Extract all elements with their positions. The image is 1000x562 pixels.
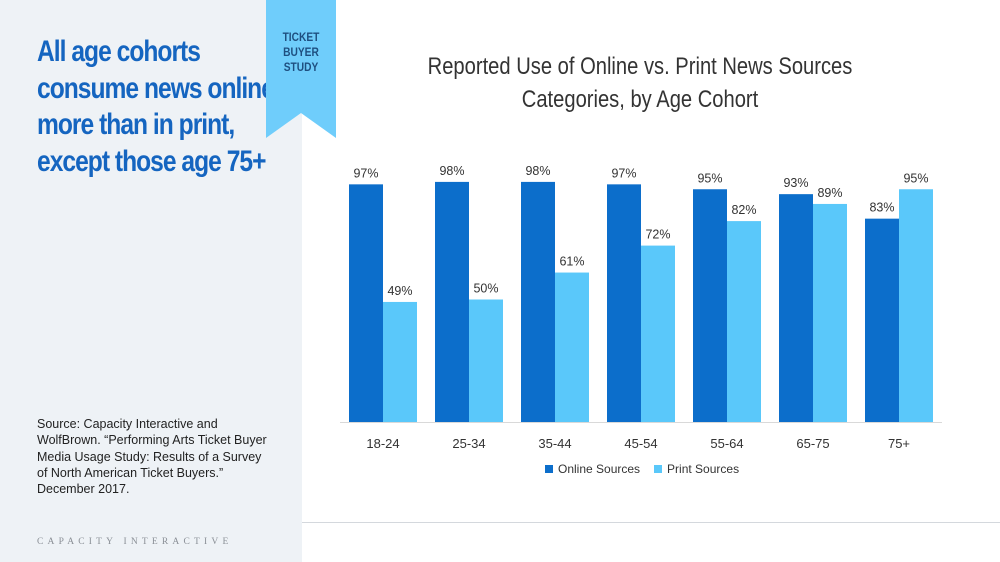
- data-label-online-45-54: 97%: [611, 166, 636, 180]
- data-label-online-18-24: 97%: [353, 166, 378, 180]
- x-tick-label-25-34: 25-34: [452, 436, 485, 451]
- ribbon-label: TICKET BUYER STUDY: [266, 30, 336, 75]
- chart-title: Reported Use of Online vs. Print News So…: [388, 50, 892, 116]
- legend-label-print: Print Sources: [667, 462, 740, 476]
- chart-legend: Online Sources Print Sources: [545, 462, 739, 476]
- bar-print-18-24: [383, 301, 417, 422]
- bar-print-35-44: [555, 272, 589, 422]
- bar-online-55-64: [693, 189, 727, 422]
- sidebar-panel: All age cohorts consume news online more…: [0, 0, 302, 562]
- data-label-print-18-24: 49%: [387, 284, 412, 298]
- data-label-online-35-44: 98%: [525, 164, 550, 178]
- source-citation: Source: Capacity Interactive and WolfBro…: [37, 417, 267, 497]
- bar-print-55-64: [727, 221, 761, 422]
- x-tick-label-75+: 75+: [888, 436, 910, 451]
- ribbon-line-2: BUYER: [283, 45, 319, 59]
- data-label-online-65-75: 93%: [783, 176, 808, 190]
- data-label-print-55-64: 82%: [731, 203, 756, 217]
- x-tick-label-65-75: 65-75: [796, 436, 829, 451]
- data-label-print-35-44: 61%: [559, 255, 584, 269]
- chart-title-line-2: Categories, by Age Cohort: [521, 86, 759, 113]
- bar-print-65-75: [813, 203, 847, 422]
- data-label-print-25-34: 50%: [473, 282, 498, 296]
- bar-online-45-54: [607, 184, 641, 422]
- x-tick-label-45-54: 45-54: [624, 436, 657, 451]
- ribbon-line-3: STUDY: [283, 60, 319, 74]
- x-tick-label-35-44: 35-44: [538, 436, 571, 451]
- bar-print-75+: [899, 189, 933, 422]
- bar-online-65-75: [779, 194, 813, 422]
- footer-divider: [302, 522, 1000, 523]
- ribbon-badge: [266, 0, 336, 138]
- bar-print-45-54: [641, 245, 675, 422]
- brand-name: CAPACITY INTERACTIVE: [37, 537, 233, 547]
- legend-label-online: Online Sources: [558, 462, 641, 476]
- data-label-online-55-64: 95%: [697, 171, 722, 185]
- bar-online-35-44: [521, 181, 555, 422]
- bar-online-18-24: [349, 184, 383, 422]
- data-label-print-45-54: 72%: [645, 228, 670, 242]
- chart-title-line-1: Reported Use of Online vs. Print News So…: [427, 53, 853, 80]
- legend-item-online: Online Sources: [545, 462, 640, 476]
- bar-online-25-34: [435, 181, 469, 422]
- bar-print-25-34: [469, 299, 503, 422]
- data-label-online-75+: 83%: [869, 201, 894, 215]
- legend-swatch-print: [654, 465, 663, 473]
- headline: All age cohorts consume news online more…: [37, 35, 275, 178]
- ribbon-shape: [266, 0, 336, 138]
- legend-item-print: Print Sources: [654, 462, 739, 476]
- data-label-print-65-75: 89%: [817, 186, 842, 200]
- bar-online-75+: [865, 218, 899, 422]
- ribbon-line-1: TICKET: [282, 30, 320, 44]
- data-label-print-75+: 95%: [903, 171, 928, 185]
- legend-swatch-online: [545, 465, 553, 473]
- x-tick-label-55-64: 55-64: [710, 436, 743, 451]
- data-label-online-25-34: 98%: [439, 164, 464, 178]
- x-tick-label-18-24: 18-24: [366, 436, 399, 451]
